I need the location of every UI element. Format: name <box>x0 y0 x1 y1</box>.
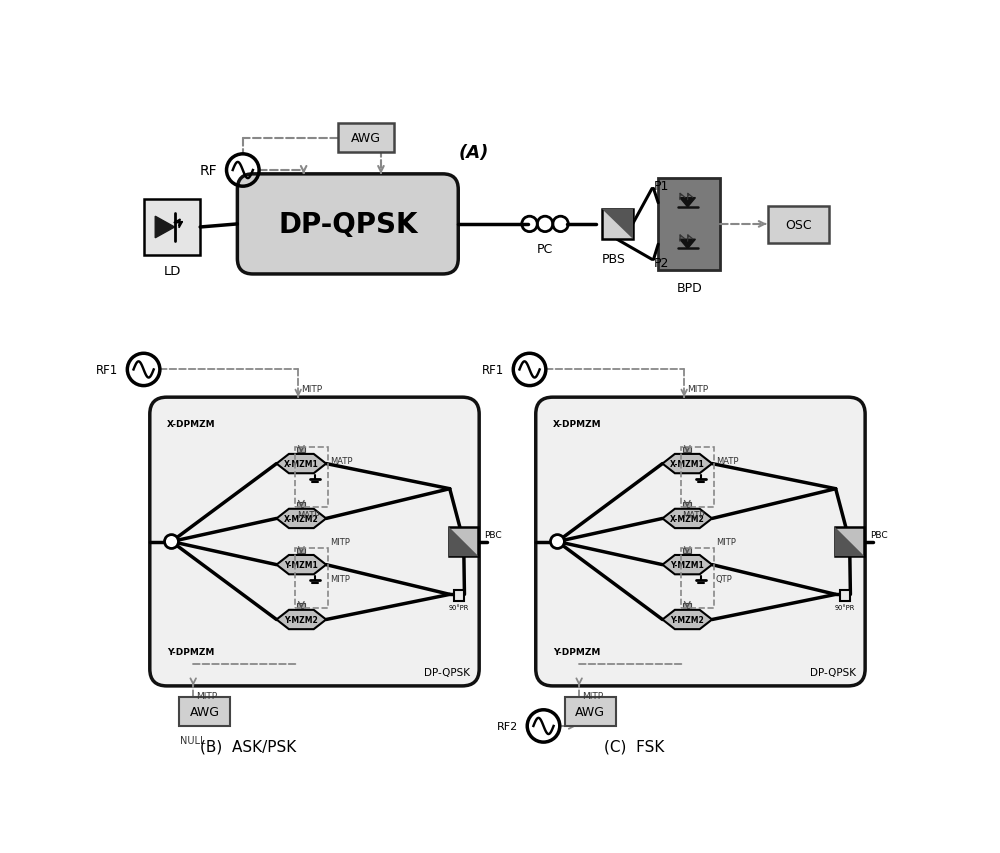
Text: LD: LD <box>164 264 181 277</box>
Text: Y-DPMZM: Y-DPMZM <box>167 647 214 656</box>
Text: RF1: RF1 <box>96 363 118 376</box>
Bar <box>144 200 200 255</box>
Bar <box>297 448 305 453</box>
Bar <box>835 527 864 556</box>
Text: PBC: PBC <box>871 531 888 539</box>
Text: MITP: MITP <box>330 537 350 547</box>
FancyBboxPatch shape <box>150 397 479 686</box>
Text: RF1: RF1 <box>482 363 504 376</box>
Text: X-MZM1: X-MZM1 <box>284 460 319 468</box>
Text: AWG: AWG <box>575 705 605 718</box>
Bar <box>681 448 714 508</box>
FancyBboxPatch shape <box>237 175 458 275</box>
Text: PC: PC <box>537 243 553 256</box>
Text: Y-DPMZM: Y-DPMZM <box>553 647 600 656</box>
Text: P1: P1 <box>654 180 669 193</box>
Text: MATP: MATP <box>716 456 738 466</box>
Bar <box>454 590 464 601</box>
Text: PBS: PBS <box>602 252 626 265</box>
Text: MITP: MITP <box>330 574 350 583</box>
Circle shape <box>550 535 564 548</box>
Bar <box>297 548 305 554</box>
Polygon shape <box>277 455 326 473</box>
Bar <box>840 590 850 601</box>
Circle shape <box>165 535 178 548</box>
Text: 90°PR: 90°PR <box>449 604 469 610</box>
Text: X-DPMZM: X-DPMZM <box>167 419 215 428</box>
Text: X-MZM1: X-MZM1 <box>670 460 705 468</box>
Polygon shape <box>277 509 326 529</box>
Bar <box>683 548 691 554</box>
Text: NULL: NULL <box>180 735 206 746</box>
Bar <box>565 697 616 726</box>
Text: AWG: AWG <box>351 132 381 145</box>
Polygon shape <box>680 199 695 207</box>
Text: DP-QPSK: DP-QPSK <box>278 211 418 239</box>
Text: QTP: QTP <box>716 574 733 583</box>
Polygon shape <box>662 555 712 575</box>
Bar <box>338 124 394 154</box>
Bar <box>683 502 691 508</box>
Text: MATP: MATP <box>683 511 705 519</box>
Text: X-MZM2: X-MZM2 <box>670 514 705 524</box>
Text: Y-MZM1: Y-MZM1 <box>284 560 318 570</box>
Polygon shape <box>449 527 478 556</box>
Bar <box>681 548 714 609</box>
Text: RF: RF <box>200 164 217 177</box>
Text: P2: P2 <box>654 257 669 270</box>
Text: MATP: MATP <box>330 456 352 466</box>
Text: OSC: OSC <box>785 219 812 232</box>
Bar <box>683 604 691 609</box>
Text: Y-MZM2: Y-MZM2 <box>284 615 318 624</box>
Text: MATP: MATP <box>297 511 319 519</box>
Bar <box>179 697 230 726</box>
Polygon shape <box>662 509 712 529</box>
Polygon shape <box>277 555 326 575</box>
Polygon shape <box>835 527 864 556</box>
Text: MITP: MITP <box>687 384 708 393</box>
Polygon shape <box>155 217 175 239</box>
Text: DP-QPSK: DP-QPSK <box>810 667 856 677</box>
Polygon shape <box>602 209 633 240</box>
Text: X-DPMZM: X-DPMZM <box>553 419 601 428</box>
Text: 90°PR: 90°PR <box>835 604 855 610</box>
Text: Y-MZM1: Y-MZM1 <box>670 560 704 570</box>
Text: AWG: AWG <box>189 705 219 718</box>
Text: Y-MZM2: Y-MZM2 <box>670 615 704 624</box>
Bar <box>768 207 829 244</box>
Bar <box>297 502 305 508</box>
Bar <box>602 209 633 240</box>
Bar <box>683 448 691 453</box>
Text: MITP: MITP <box>301 384 322 393</box>
Text: MITP: MITP <box>582 691 603 699</box>
Polygon shape <box>680 240 695 249</box>
Text: PBC: PBC <box>485 531 502 539</box>
Text: (A): (A) <box>459 144 489 162</box>
Bar <box>658 178 720 270</box>
Text: DP-QPSK: DP-QPSK <box>424 667 470 677</box>
Text: MITP: MITP <box>716 537 736 547</box>
Bar <box>295 548 328 609</box>
Polygon shape <box>277 610 326 630</box>
FancyBboxPatch shape <box>536 397 865 686</box>
Bar <box>297 604 305 609</box>
Polygon shape <box>662 610 712 630</box>
Text: MITP: MITP <box>196 691 217 699</box>
Text: BPD: BPD <box>676 281 702 294</box>
Text: RF2: RF2 <box>497 721 518 731</box>
Text: (B)  ASK/PSK: (B) ASK/PSK <box>200 739 297 753</box>
Text: (C)  FSK: (C) FSK <box>604 739 665 753</box>
Text: X-MZM2: X-MZM2 <box>284 514 319 524</box>
Bar <box>449 527 478 556</box>
Bar <box>295 448 328 508</box>
Polygon shape <box>662 455 712 473</box>
